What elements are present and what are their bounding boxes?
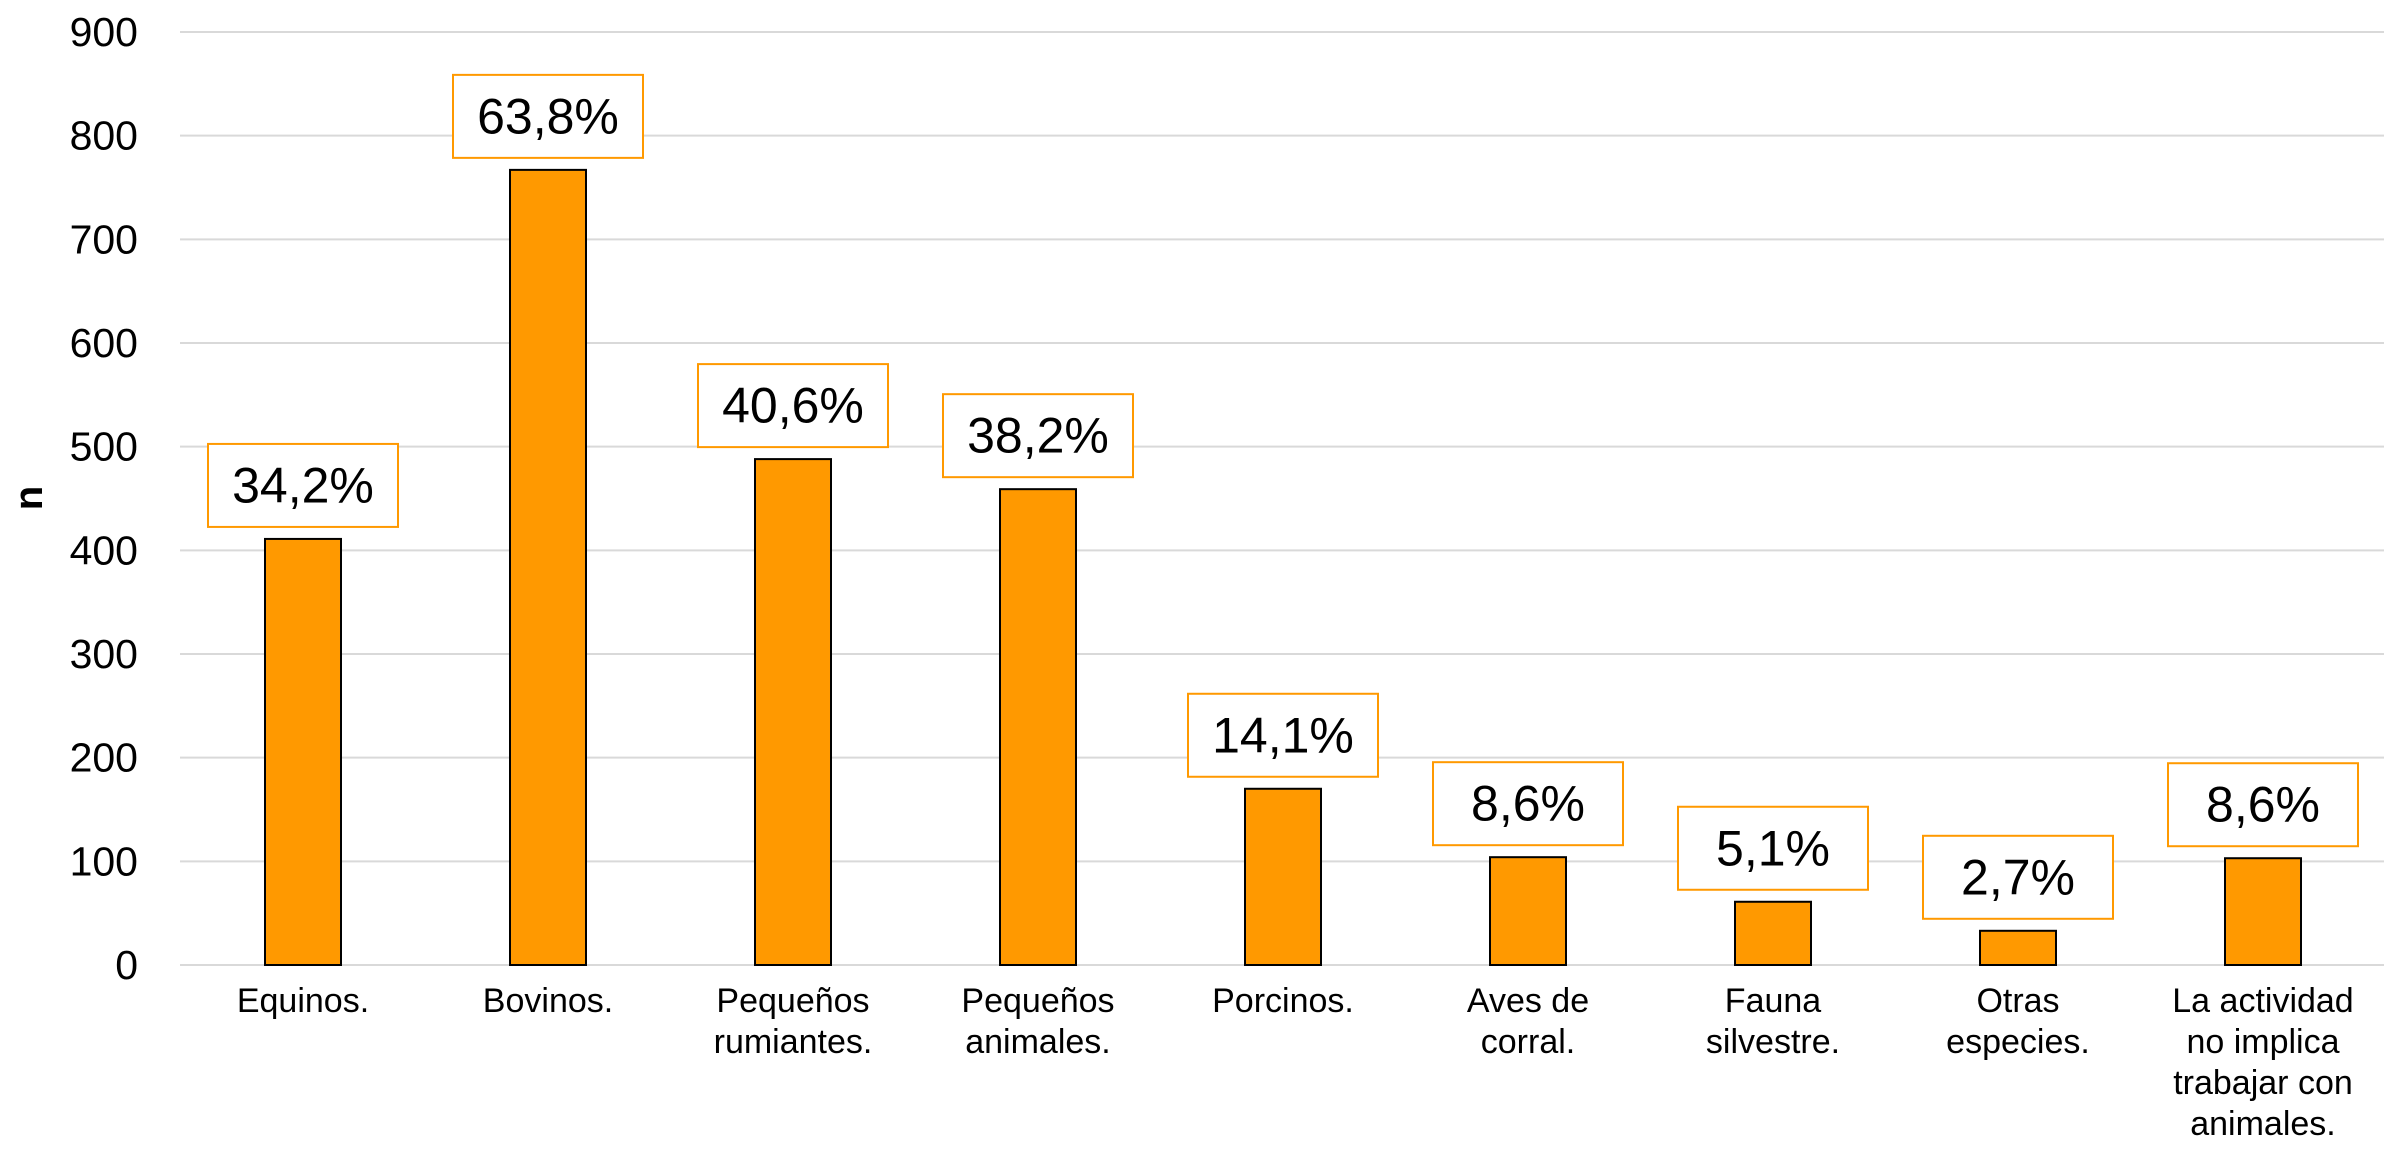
y-tick-label: 500 bbox=[70, 424, 138, 470]
data-label: 34,2% bbox=[232, 457, 374, 513]
x-category-label: Otras especies. bbox=[1946, 982, 2090, 1061]
x-axis-categories: Equinos. Bovinos. Pequeños rumiantes.Pequeñ… bbox=[237, 982, 2354, 1143]
data-labels: 34,2% 63,8% 40,6% 38,2% 14,1% 8,6% 5,1% 2,7% 8,6… bbox=[207, 73, 2359, 920]
y-tick-label: 0 bbox=[115, 942, 138, 988]
data-label: 38,2% bbox=[967, 408, 1109, 464]
y-tick-label: 400 bbox=[70, 527, 138, 573]
y-tick-label: 700 bbox=[70, 216, 138, 262]
x-category-label-line: La actividad bbox=[2172, 982, 2353, 1020]
x-category-label: Porcinos. bbox=[1212, 982, 1354, 1020]
x-category-label: Pequeños animales. bbox=[961, 982, 1114, 1061]
bar bbox=[264, 537, 342, 966]
data-label-box bbox=[2167, 762, 2359, 848]
bar bbox=[509, 168, 587, 967]
data-label: 63,8% bbox=[477, 88, 619, 144]
x-category-label: Fauna silvestre. bbox=[1706, 982, 1840, 1061]
bars bbox=[264, 168, 2302, 967]
y-tick-label: 100 bbox=[70, 838, 138, 884]
x-category-label: Bovinos. bbox=[483, 982, 613, 1020]
bar bbox=[1734, 900, 1812, 966]
y-axis-ticks: 0 100 200 300 400 500 600 700 800 900 bbox=[70, 9, 138, 988]
x-category-label-line: Aves de bbox=[1467, 982, 1589, 1020]
data-label: 5,1% bbox=[1716, 820, 1830, 876]
data-label-box bbox=[1432, 761, 1624, 847]
x-category-label-line: corral. bbox=[1481, 1023, 1575, 1061]
x-category-label-line: no implica bbox=[2186, 1023, 2339, 1061]
y-tick-label: 600 bbox=[70, 320, 138, 366]
x-category-label-line: Bovinos. bbox=[483, 982, 613, 1020]
data-label: 8,6% bbox=[2206, 777, 2320, 833]
data-label-box bbox=[1187, 692, 1379, 778]
x-category-label-line: Equinos. bbox=[237, 982, 369, 1020]
y-tick-label: 300 bbox=[70, 631, 138, 677]
data-label: 8,6% bbox=[1471, 776, 1585, 832]
x-category-label-line: Otras bbox=[1976, 982, 2059, 1020]
bar bbox=[1489, 856, 1567, 966]
y-tick-label: 200 bbox=[70, 735, 138, 781]
data-label-box bbox=[697, 363, 889, 449]
x-category-label-line: Fauna bbox=[1725, 982, 1821, 1020]
x-category-label-line: rumiantes. bbox=[714, 1023, 873, 1061]
x-category-label-line: animales. bbox=[965, 1023, 1111, 1061]
bar bbox=[1979, 929, 2057, 966]
bar bbox=[2224, 857, 2302, 966]
x-category-label-line: Pequeños bbox=[961, 982, 1114, 1020]
x-category-label: La actividad no implica trabajar con animal… bbox=[2172, 982, 2353, 1143]
data-label-box bbox=[1677, 805, 1869, 891]
y-axis-title: n bbox=[7, 486, 51, 510]
data-label-box bbox=[1922, 834, 2114, 920]
x-category-label: Aves de corral. bbox=[1467, 982, 1589, 1061]
x-category-label-line: silvestre. bbox=[1706, 1023, 1840, 1061]
x-category-label-line: Pequeños bbox=[716, 982, 869, 1020]
data-label: 14,1% bbox=[1212, 707, 1354, 763]
x-category-label-line: animales. bbox=[2190, 1105, 2336, 1143]
x-category-label: Pequeños rumiantes. bbox=[714, 982, 873, 1061]
bar bbox=[1244, 787, 1322, 966]
x-category-label-line: Porcinos. bbox=[1212, 982, 1354, 1020]
bar bbox=[999, 488, 1077, 966]
data-label: 40,6% bbox=[722, 378, 864, 434]
y-tick-label: 800 bbox=[70, 113, 138, 159]
data-label-box bbox=[942, 393, 1134, 479]
x-category-label: Equinos. bbox=[237, 982, 369, 1020]
data-label-box bbox=[452, 73, 644, 159]
bar bbox=[754, 458, 832, 966]
data-label-box bbox=[207, 442, 399, 528]
x-category-label-line: trabajar con bbox=[2173, 1064, 2353, 1102]
data-label: 2,7% bbox=[1961, 849, 2075, 905]
x-category-label-line: especies. bbox=[1946, 1023, 2090, 1061]
y-tick-label: 900 bbox=[70, 9, 138, 55]
